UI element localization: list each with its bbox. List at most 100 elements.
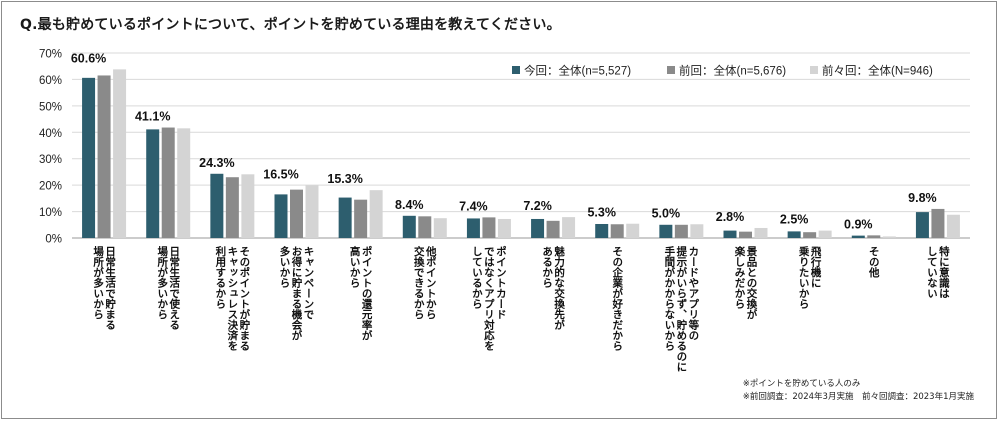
legend-swatch — [810, 66, 818, 74]
bar-before-previous — [177, 128, 191, 238]
data-label: 2.5% — [780, 213, 809, 227]
y-tick-label: 60% — [39, 75, 62, 87]
y-tick-label: 0% — [45, 234, 62, 246]
category-label: 交換できるから — [413, 245, 425, 320]
bar-previous — [418, 216, 432, 238]
footnotes: ※ポイントを貯めている人のみ ※前回調査：2024年3月実施 前々回調査：202… — [743, 378, 974, 404]
bar-current — [531, 218, 545, 238]
category-label: あるから — [541, 246, 553, 289]
category-label: お得に貯まる機会が — [291, 246, 303, 341]
bar-current — [466, 218, 480, 238]
data-label: 7.4% — [459, 199, 488, 213]
bar-current — [402, 215, 416, 238]
category-label: 景品との交換が — [746, 245, 758, 320]
bar-current — [915, 212, 929, 238]
category-label: 提示がいらず、貯めるのに — [675, 245, 687, 372]
bar-previous — [482, 217, 496, 238]
bar-current — [210, 173, 224, 238]
bar-current — [338, 197, 352, 238]
category-label: 多いから — [279, 245, 291, 289]
bar-before-previous — [433, 218, 447, 238]
bar-before-previous — [305, 185, 319, 238]
bar-before-previous — [626, 223, 640, 238]
legend-swatch — [667, 66, 675, 74]
category-label: その他 — [868, 246, 880, 278]
bar-before-previous — [754, 227, 768, 238]
bar-previous — [674, 224, 688, 238]
category-label: しているから — [471, 246, 483, 310]
data-label: 9.8% — [908, 191, 937, 205]
category-label: 場所が多いから — [92, 245, 104, 320]
bar-current — [851, 235, 865, 238]
bar-previous — [867, 235, 881, 238]
y-tick-label: 20% — [39, 181, 62, 193]
bar-before-previous — [562, 217, 576, 238]
data-label: 0.9% — [844, 217, 873, 231]
data-label: 8.4% — [395, 198, 424, 212]
bar-previous — [225, 177, 239, 238]
category-label: 特に意識は — [938, 245, 950, 299]
category-label: 場所が多いから — [156, 245, 168, 320]
bar-current — [82, 77, 96, 238]
footnote-2: ※前回調査：2024年3月実施 前々回調査：2023年1月実施 — [742, 392, 974, 402]
category-label: カードやアプリ等の — [687, 246, 699, 341]
y-tick-label: 70% — [39, 49, 62, 61]
category-label: キャンペーンで — [303, 246, 315, 320]
data-label: 7.2% — [523, 199, 552, 213]
category-label: そのポイントが貯まる — [238, 246, 250, 351]
data-label: 15.3% — [327, 172, 362, 186]
bar-previous — [739, 231, 752, 238]
category-label: 日常生活で使える — [168, 246, 180, 330]
data-label: 5.0% — [652, 206, 681, 220]
bar-before-previous — [882, 236, 896, 238]
legend-swatch — [512, 66, 520, 74]
bar-previous — [161, 127, 175, 238]
bar-current — [146, 129, 160, 238]
category-label: 他ポイントから — [425, 245, 437, 320]
bar-previous — [610, 224, 624, 238]
data-label: 41.1% — [135, 110, 170, 124]
y-tick-label: 40% — [39, 128, 62, 140]
legend-label: 前々回：全体(N=946) — [822, 64, 933, 78]
category-label: ポイントカード — [495, 245, 507, 319]
bar-before-previous — [690, 224, 704, 238]
data-label: 2.8% — [716, 210, 745, 224]
category-label: 利用するから — [214, 245, 226, 310]
bar-current — [595, 223, 609, 238]
data-label: 16.5% — [263, 167, 298, 181]
bar-current — [787, 231, 801, 238]
footnote-1: ※ポイントを貯めている人のみ — [742, 379, 861, 389]
data-label: 24.3% — [199, 156, 234, 170]
bar-before-previous — [113, 69, 127, 238]
y-tick-label: 10% — [39, 207, 62, 219]
bar-previous — [931, 208, 945, 238]
category-label: 魅力的な交換先が — [553, 245, 565, 331]
category-label: 高いから — [349, 245, 361, 289]
bar-previous — [803, 232, 817, 238]
category-label: 楽しみだから — [734, 245, 746, 310]
bar-current — [659, 224, 673, 238]
bar-before-previous — [369, 190, 383, 238]
category-label: その企業が好きだから — [611, 246, 623, 352]
bar-before-previous — [241, 174, 255, 238]
bar-before-previous — [497, 218, 511, 238]
bar-previous — [97, 75, 111, 238]
category-label: ポイントの還元率が — [361, 245, 373, 341]
bar-previous — [290, 189, 303, 238]
bar-previous — [546, 220, 560, 238]
category-label: していない — [926, 246, 938, 299]
category-label: 乗りたいから — [798, 245, 810, 310]
bar-previous — [354, 199, 368, 238]
bar-before-previous — [946, 214, 960, 238]
bar-current — [723, 230, 737, 238]
category-label: 日常生活で貯まる — [104, 246, 116, 330]
question-title: Q.最も貯めているポイントについて、ポイントを貯めている理由を教えてください。 — [20, 17, 561, 33]
category-label: キャッシュレス決済を — [226, 246, 238, 351]
bar-before-previous — [818, 230, 832, 238]
category-label: ではなくアプリ対応を — [483, 246, 495, 351]
category-label: 飛行機に — [810, 246, 822, 288]
y-tick-label: 50% — [39, 101, 62, 113]
data-label: 60.6% — [71, 51, 106, 65]
category-label: 手間がかからないから — [663, 245, 675, 352]
